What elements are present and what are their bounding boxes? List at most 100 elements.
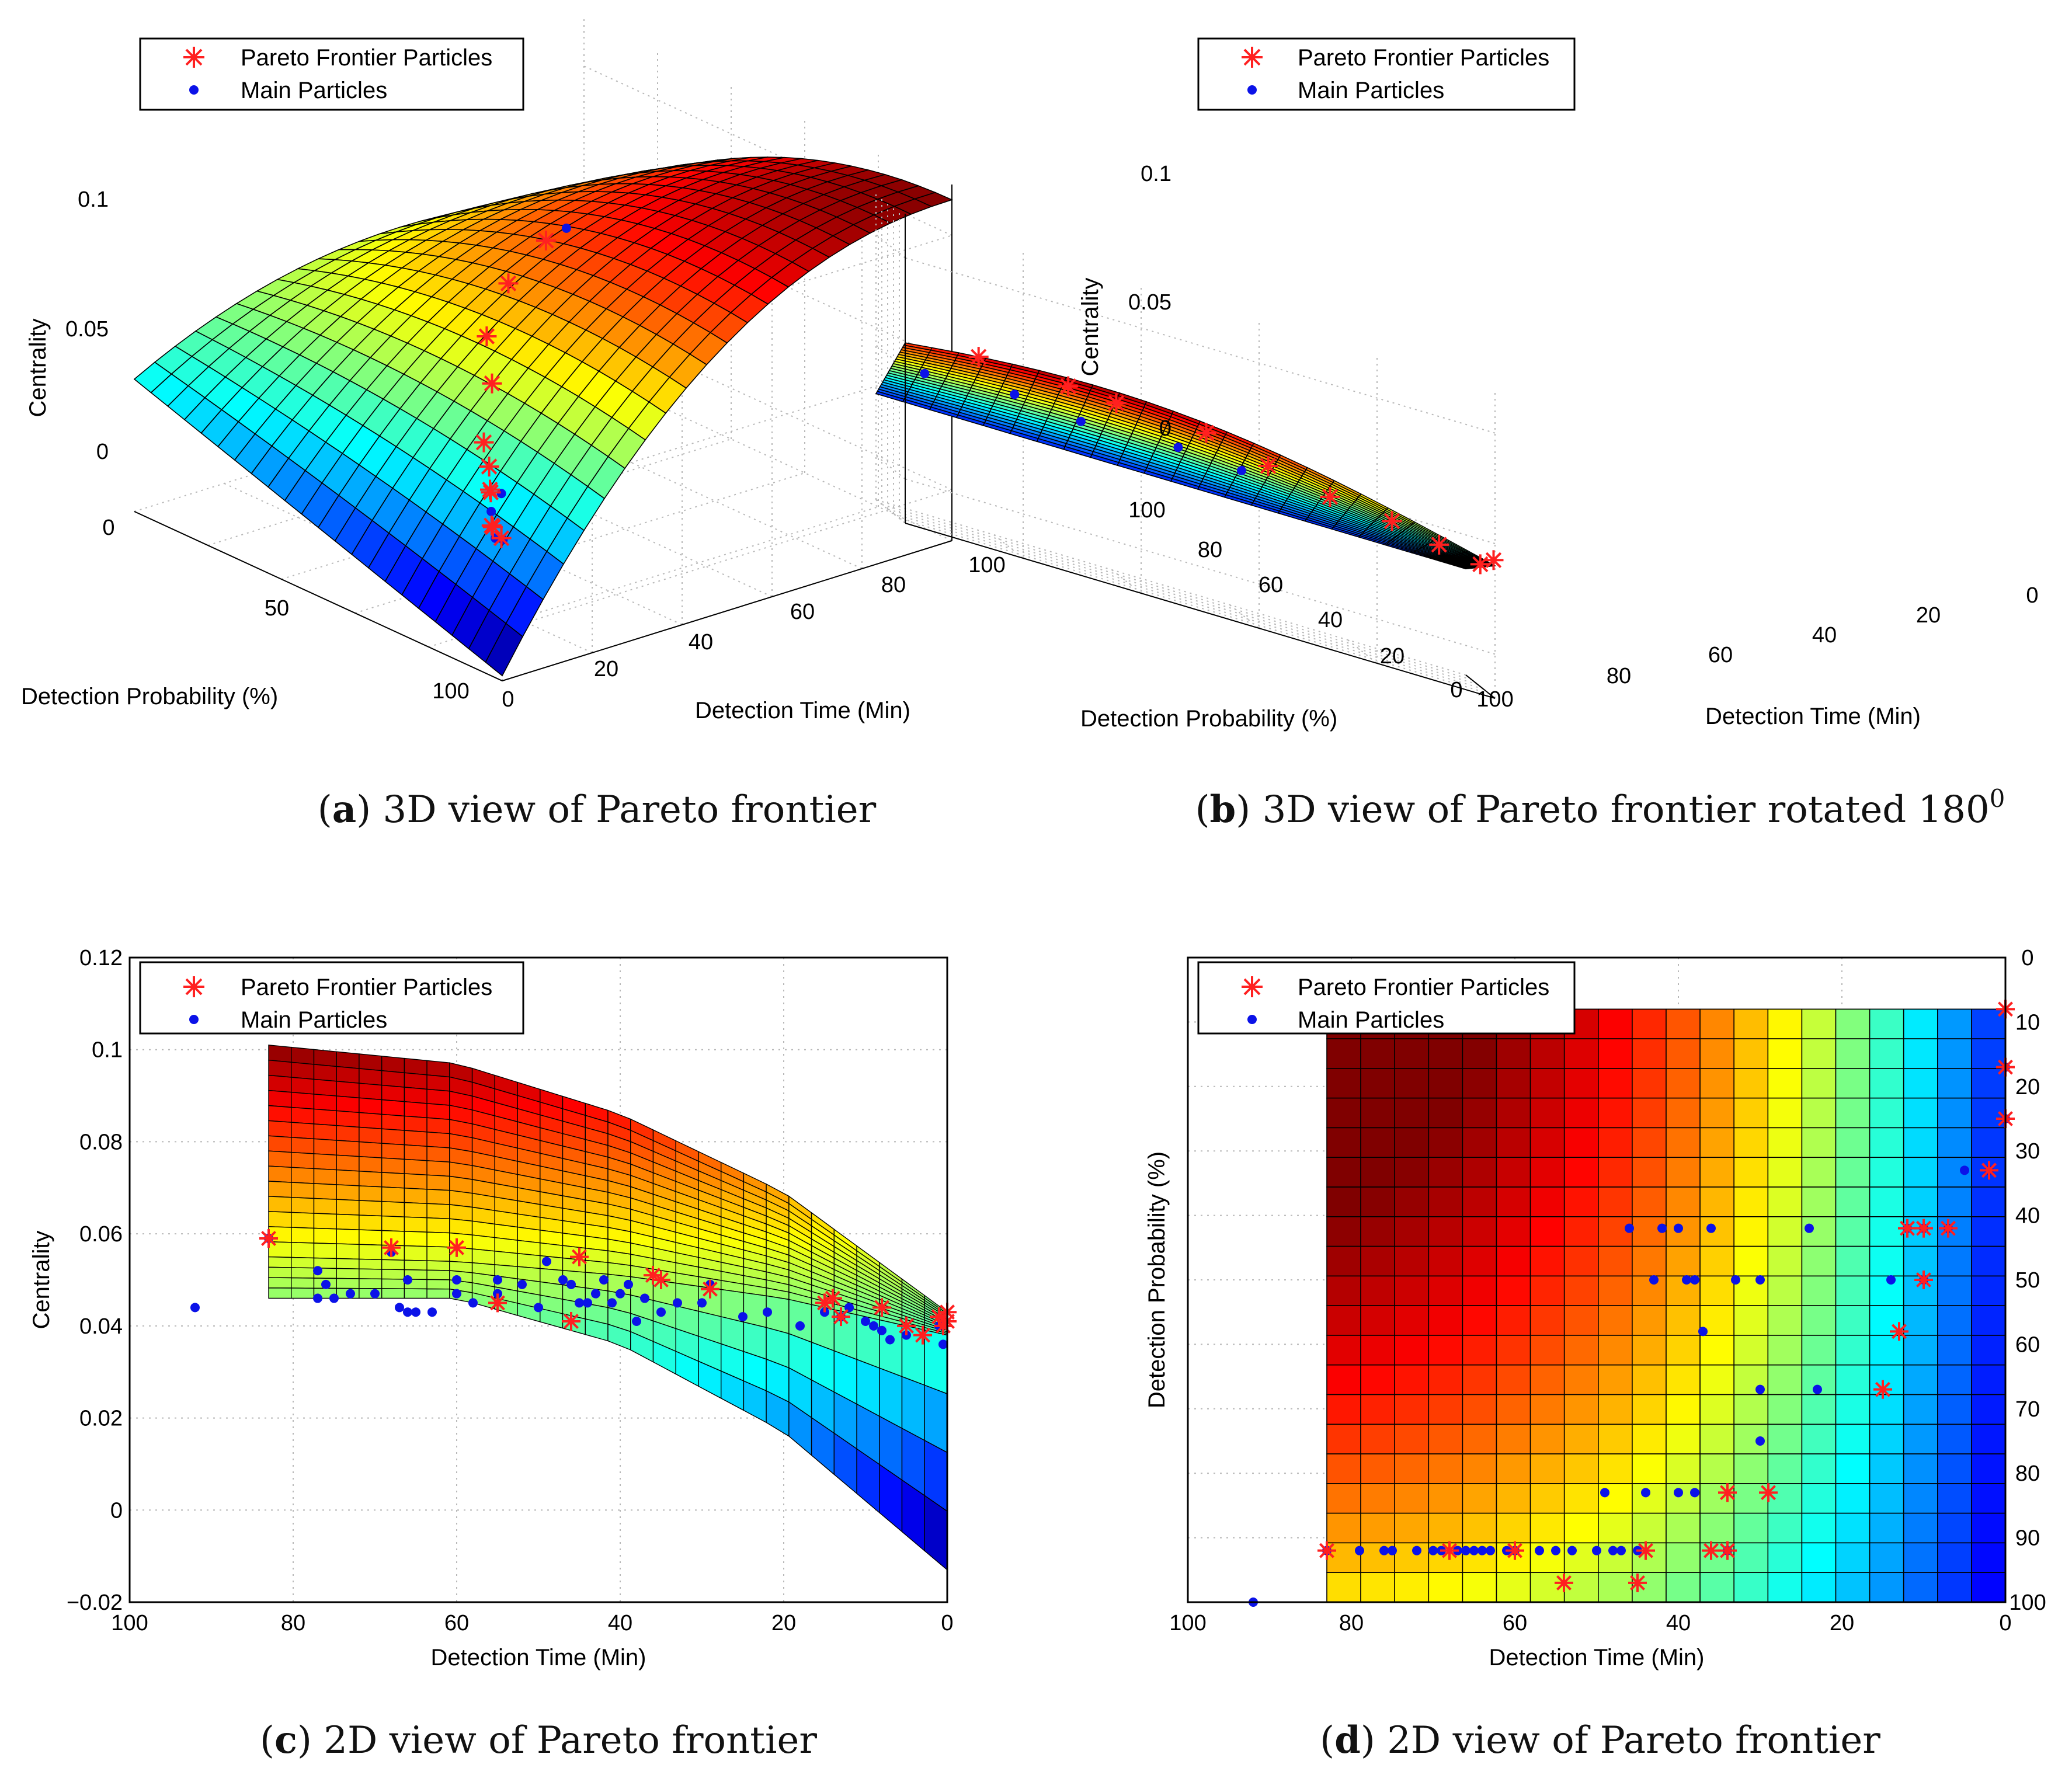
heatmap-cell: [1937, 1068, 1972, 1099]
panel-a-zlabel: Centrality: [25, 319, 51, 417]
surface-patch: [268, 1256, 292, 1268]
pareto-marker: [1382, 511, 1402, 531]
legend-main-label: Main Particles: [241, 1007, 387, 1033]
heatmap-cell: [1835, 1364, 1871, 1395]
heatmap-cell: [1563, 1127, 1599, 1158]
heatmap-cell: [1428, 1186, 1463, 1217]
heatmap-cell: [1326, 1186, 1361, 1217]
surface-patch: [381, 1269, 405, 1280]
z-tick-label: 0.1: [78, 187, 109, 212]
heatmap-cell: [1801, 1335, 1837, 1366]
heatmap-cell: [1326, 1483, 1361, 1514]
heatmap-cell: [1394, 1157, 1430, 1188]
main-particle-marker: [1592, 1546, 1601, 1555]
heatmap-cell: [1394, 1186, 1430, 1217]
heatmap-cell: [1428, 1097, 1463, 1129]
x-tick-label: 60: [1708, 643, 1733, 667]
pareto-marker: [1898, 1219, 1917, 1238]
surface-patch: [381, 1070, 405, 1088]
heatmap-cell: [1733, 1008, 1769, 1039]
y-tick-label: 0.12: [79, 946, 123, 970]
heatmap-cell: [1529, 1157, 1565, 1188]
heatmap-cell: [1733, 1186, 1769, 1217]
panel-b-surface: [875, 342, 1497, 570]
main-particle-marker: [575, 1298, 584, 1308]
grid-line: [875, 499, 906, 524]
surface-patch: [426, 1132, 450, 1148]
main-particle-marker: [1608, 1546, 1618, 1555]
heatmap-cell: [1971, 1364, 2006, 1395]
surface-patch: [268, 1181, 292, 1198]
main-particle-marker: [1690, 1275, 1699, 1285]
surface-patch: [359, 1112, 383, 1130]
heatmap-cell: [1699, 1424, 1735, 1454]
pareto-marker: [482, 373, 502, 394]
heatmap-cell: [1428, 1157, 1463, 1188]
heatmap-cell: [1360, 1216, 1396, 1247]
surface-patch: [291, 1227, 315, 1244]
heatmap-cell: [1563, 1275, 1599, 1306]
surface-patch: [381, 1200, 405, 1217]
heatmap-cell: [1496, 1572, 1531, 1603]
main-particle-marker: [542, 1257, 551, 1266]
heatmap-cell: [1835, 1157, 1871, 1188]
main-particle-marker: [1657, 1223, 1667, 1233]
heatmap-cell: [1971, 1245, 2006, 1277]
heatmap-cell: [1632, 1424, 1667, 1454]
pareto-marker: [536, 230, 556, 250]
pareto-marker: [1258, 456, 1278, 476]
x-tick-label: 100: [111, 1611, 148, 1635]
heatmap-cell: [1462, 1512, 1497, 1544]
heatmap-cell: [1632, 1038, 1667, 1069]
pareto-marker: [1470, 554, 1490, 575]
main-particle-marker: [370, 1289, 380, 1299]
heatmap-cell: [1869, 1186, 1904, 1217]
x-tick-label: 40: [1666, 1611, 1691, 1635]
heatmap-cell: [1632, 1483, 1667, 1514]
pareto-marker: [1317, 1541, 1336, 1560]
heatmap-cell: [1666, 1157, 1701, 1188]
heatmap-cell: [1903, 1512, 1938, 1544]
heatmap-cell: [1428, 1305, 1463, 1336]
heatmap-cell: [1563, 1157, 1599, 1188]
surface-patch: [291, 1091, 315, 1110]
y-tick-label: 50: [265, 596, 289, 621]
heatmap-cell: [1699, 1216, 1735, 1247]
surface-patch: [268, 1090, 292, 1108]
panel-d: 100 80 60 40 20 0 0 10 20 30 40 50 60 70 80 90 100 Detec…: [1144, 946, 2046, 1762]
heatmap-cell: [1699, 1038, 1735, 1069]
main-particle-marker: [1813, 1384, 1822, 1394]
heatmap-cell: [1563, 1068, 1599, 1099]
heatmap-cell: [1462, 1453, 1497, 1484]
heatmap-cell: [1428, 1245, 1463, 1277]
legend-pareto-label: Pareto Frontier Particles: [241, 974, 492, 1000]
heatmap-cell: [1462, 1572, 1497, 1603]
heatmap-cell: [1462, 1305, 1497, 1336]
panel-b-ylabel: Detection Probability (%): [1080, 706, 1337, 732]
y-tick-label: 20: [1380, 644, 1404, 669]
surface-patch: [291, 1267, 315, 1279]
heatmap-cell: [1666, 1364, 1701, 1395]
heatmap-cell: [1394, 1394, 1430, 1425]
heatmap-cell: [1360, 1038, 1396, 1069]
y-tick-label: 40: [2015, 1204, 2040, 1228]
y-tick-label: 0: [110, 1498, 123, 1523]
heatmap-cell: [1462, 1097, 1497, 1129]
y-tick-label: 90: [2015, 1526, 2040, 1551]
surface-patch: [291, 1151, 315, 1170]
heatmap-cell: [1869, 1008, 1904, 1039]
heatmap-cell: [1971, 1483, 2006, 1514]
y-tick-label: 0.1: [92, 1038, 123, 1063]
surface-patch: [313, 1168, 337, 1185]
heatmap-cell: [1394, 1364, 1430, 1395]
heatmap-cell: [1835, 1216, 1871, 1247]
heatmap-cell: [1496, 1245, 1531, 1277]
panel-a-markers: [474, 223, 571, 548]
heatmap-cell: [1394, 1483, 1430, 1514]
heatmap-cell: [1937, 1453, 1972, 1484]
surface-patch: [336, 1154, 360, 1172]
heatmap-cell: [1903, 1424, 1938, 1454]
z-tick-label: 0: [96, 440, 109, 464]
heatmap-cell: [1462, 1483, 1497, 1514]
panel-c-caption: (c) 2D view of Pareto frontier: [260, 1718, 817, 1762]
